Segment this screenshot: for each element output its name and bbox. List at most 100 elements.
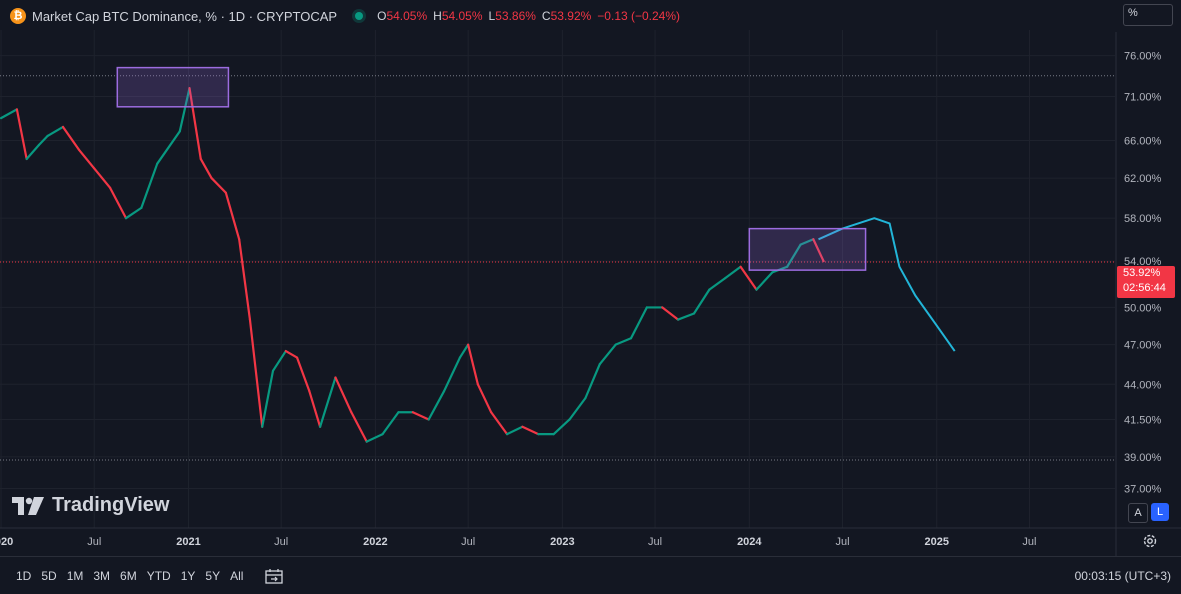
price-segment [427, 390, 446, 421]
tradingview-logo[interactable]: TradingView [12, 494, 169, 517]
x-tick-label: Jul [1022, 536, 1036, 548]
price-segment [708, 276, 727, 291]
price-segment [598, 343, 617, 366]
price-segment [365, 433, 384, 443]
x-tick-label: 2020 [0, 536, 13, 548]
price-segment [93, 167, 112, 189]
price-segment [467, 343, 479, 386]
price-segment [692, 288, 711, 315]
price-segment [77, 148, 96, 170]
price-segment [25, 143, 41, 161]
price-segment [140, 162, 159, 209]
x-tick-label: Jul [87, 536, 101, 548]
price-segment [661, 306, 680, 321]
change-value: −0.13 (−0.24%) [597, 9, 681, 23]
y-axis: 76.00% 71.00% 66.00% 62.00% 58.00% 54.00% 50.0… [1124, 51, 1162, 496]
price-segment [178, 87, 191, 133]
price-segment [109, 186, 128, 220]
range-ytd-button[interactable]: YTD [146, 568, 171, 583]
timezone-clock[interactable]: 00:03:15 (UTC+3) [1074, 568, 1171, 583]
y-tick-label: 71.00% [1124, 92, 1162, 104]
market-status-icon [355, 12, 364, 20]
price-segment [584, 363, 601, 400]
bar-countdown: 02:56:44 [1123, 282, 1166, 294]
chart-title[interactable]: Market Cap BTC Dominance, % · 1D · CRYPT… [32, 8, 338, 24]
x-axis: 2020 Jul 2021 Jul 2022 Jul 2023 Jul 2024 Jul 2025 J… [0, 536, 1036, 548]
price-segment [629, 306, 648, 340]
x-tick-label: Jul [835, 536, 849, 548]
price-segment [812, 238, 825, 263]
price-segment [505, 425, 524, 436]
close-value: 53.92% [550, 9, 592, 23]
ohlc-values: O54.05% H54.05% L53.86% C53.92% −0.13 (−… [377, 9, 681, 23]
price-series [0, 87, 956, 443]
y-tick-label: 41.50% [1124, 414, 1162, 426]
price-segment [124, 206, 143, 220]
price-segment [238, 238, 252, 321]
last-price-value: 53.92% [1123, 267, 1161, 279]
annotation-rectangle [748, 227, 867, 271]
tradingview-logo-text: TradingView [52, 494, 170, 516]
x-tick-label: 2025 [925, 536, 949, 548]
price-segment [552, 418, 571, 436]
price-segment [308, 390, 322, 428]
price-segment [786, 243, 802, 268]
x-tick-label: 2021 [176, 536, 200, 548]
tradingview-logo-icon [12, 496, 44, 515]
x-tick-label: Jul [274, 536, 288, 548]
price-segment [61, 125, 80, 151]
x-tick-label: Jul [648, 536, 662, 548]
calendar-icon[interactable] [265, 568, 284, 584]
y-tick-label: 66.00% [1124, 135, 1162, 147]
price-segment [0, 108, 19, 120]
y-tick-label: 47.00% [1124, 340, 1162, 352]
range-5y-button[interactable]: 5Y [205, 568, 221, 583]
price-chart[interactable]: 76.00% 71.00% 66.00% 62.00% 58.00% 54.00% 50.0… [0, 0, 1181, 556]
price-segment [677, 312, 696, 321]
price-segment [284, 349, 299, 359]
price-segment [799, 238, 815, 246]
price-segment [521, 425, 540, 436]
auto-scale-button[interactable]: A [1128, 503, 1148, 523]
range-all-button[interactable]: All [230, 568, 244, 583]
price-segment [156, 130, 181, 165]
x-tick-label: Jul [461, 536, 475, 548]
y-tick-label: 37.00% [1124, 484, 1162, 496]
price-segment [458, 343, 470, 359]
price-segment [490, 411, 509, 436]
y-tick-label: 50.00% [1124, 302, 1162, 314]
price-segment [261, 369, 275, 428]
y-tick-label: 54.00% [1124, 256, 1162, 268]
x-tick-label: 2023 [550, 536, 574, 548]
price-segment [350, 411, 368, 443]
open-value: 54.05% [386, 9, 428, 23]
range-1d-button[interactable]: 1D [16, 568, 32, 583]
log-scale-button[interactable]: L [1151, 503, 1169, 521]
price-segment [568, 397, 587, 421]
price-segment [442, 356, 462, 393]
range-6m-button[interactable]: 6M [120, 568, 137, 583]
scale-unit-box[interactable]: % [1123, 4, 1173, 26]
price-segment [188, 87, 202, 161]
high-value: 54.05% [441, 9, 483, 23]
chart-grid [0, 30, 1181, 556]
range-3m-button[interactable]: 3M [93, 568, 111, 583]
price-segment [411, 411, 430, 421]
price-segment [248, 318, 264, 428]
range-1y-button[interactable]: 1Y [180, 568, 196, 583]
price-segment [614, 337, 633, 346]
range-5d-button[interactable]: 5D [41, 568, 57, 583]
price-segment [739, 265, 758, 291]
horizontal-lines [0, 75, 1115, 461]
y-tick-label: 39.00% [1124, 452, 1162, 464]
last-price-tag: 53.92% 02:56:44 [1117, 266, 1175, 298]
gear-icon[interactable] [1142, 533, 1158, 549]
bottom-toolbar: 1D 5D 1M 3M 6M YTD 1Y 5Y All 00:03:15 (U… [0, 556, 1181, 594]
price-segment [199, 157, 213, 180]
range-1m-button[interactable]: 1M [66, 568, 84, 583]
annotation-rectangle [116, 66, 230, 108]
bitcoin-icon: ₿ [10, 8, 26, 24]
price-segment [319, 376, 337, 428]
x-tick-label: 2024 [737, 536, 762, 548]
price-segment [334, 376, 353, 414]
